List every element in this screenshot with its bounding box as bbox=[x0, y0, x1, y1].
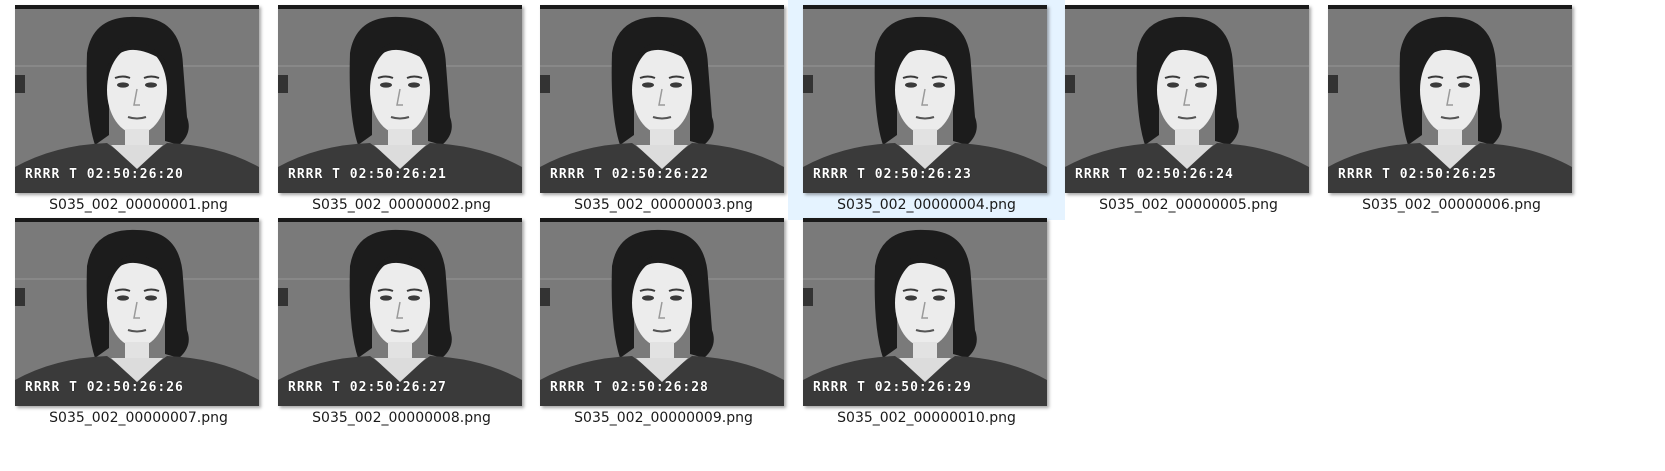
portrait-image bbox=[803, 218, 1047, 406]
timecode-overlay: RRRR T 02:50:26:25 bbox=[1338, 167, 1497, 182]
file-item[interactable]: RRRR T 02:50:26:28 S035_002_00000009.png bbox=[525, 213, 802, 433]
portrait-image bbox=[278, 5, 522, 193]
file-item[interactable]: RRRR T 02:50:26:27 S035_002_00000008.png bbox=[263, 213, 540, 433]
image-thumbnail: RRRR T 02:50:26:29 bbox=[803, 218, 1047, 406]
timecode-overlay: RRRR T 02:50:26:23 bbox=[813, 167, 972, 182]
portrait-image bbox=[540, 218, 784, 406]
file-item[interactable]: RRRR T 02:50:26:21 S035_002_00000002.png bbox=[263, 0, 540, 220]
timecode-overlay: RRRR T 02:50:26:21 bbox=[288, 167, 447, 182]
file-name-label: S035_002_00000002.png bbox=[312, 197, 491, 213]
timecode-overlay: RRRR T 02:50:26:28 bbox=[550, 380, 709, 395]
image-thumbnail: RRRR T 02:50:26:26 bbox=[15, 218, 259, 406]
timecode-overlay: RRRR T 02:50:26:26 bbox=[25, 380, 184, 395]
file-name-label: S035_002_00000005.png bbox=[1099, 197, 1278, 213]
file-name-label: S035_002_00000001.png bbox=[49, 197, 228, 213]
file-name-label: S035_002_00000003.png bbox=[574, 197, 753, 213]
file-item[interactable]: RRRR T 02:50:26:29 S035_002_00000010.png bbox=[788, 213, 1065, 433]
file-item-selected[interactable]: RRRR T 02:50:26:23 S035_002_00000004.png bbox=[788, 0, 1065, 220]
timecode-overlay: RRRR T 02:50:26:22 bbox=[550, 167, 709, 182]
file-name-label: S035_002_00000009.png bbox=[574, 410, 753, 426]
image-thumbnail: RRRR T 02:50:26:25 bbox=[1328, 5, 1572, 193]
file-item[interactable]: RRRR T 02:50:26:20 S035_002_00000001.png bbox=[0, 0, 277, 220]
portrait-image bbox=[278, 218, 522, 406]
file-item[interactable]: RRRR T 02:50:26:25 S035_002_00000006.png bbox=[1313, 0, 1590, 220]
timecode-overlay: RRRR T 02:50:26:29 bbox=[813, 380, 972, 395]
file-name-label: S035_002_00000007.png bbox=[49, 410, 228, 426]
image-thumbnail: RRRR T 02:50:26:21 bbox=[278, 5, 522, 193]
image-thumbnail: RRRR T 02:50:26:28 bbox=[540, 218, 784, 406]
file-item[interactable]: RRRR T 02:50:26:26 S035_002_00000007.png bbox=[0, 213, 277, 433]
file-item[interactable]: RRRR T 02:50:26:24 S035_002_00000005.png bbox=[1050, 0, 1327, 220]
file-item[interactable]: RRRR T 02:50:26:22 S035_002_00000003.png bbox=[525, 0, 802, 220]
image-thumbnail: RRRR T 02:50:26:22 bbox=[540, 5, 784, 193]
image-thumbnail: RRRR T 02:50:26:24 bbox=[1065, 5, 1309, 193]
portrait-image bbox=[15, 5, 259, 193]
timecode-overlay: RRRR T 02:50:26:24 bbox=[1075, 167, 1234, 182]
portrait-image bbox=[15, 218, 259, 406]
timecode-overlay: RRRR T 02:50:26:20 bbox=[25, 167, 184, 182]
file-name-label: S035_002_00000010.png bbox=[837, 410, 1016, 426]
file-name-label: S035_002_00000006.png bbox=[1362, 197, 1541, 213]
timecode-overlay: RRRR T 02:50:26:27 bbox=[288, 380, 447, 395]
portrait-image bbox=[803, 5, 1047, 193]
image-thumbnail: RRRR T 02:50:26:27 bbox=[278, 218, 522, 406]
file-name-label: S035_002_00000004.png bbox=[837, 197, 1016, 213]
portrait-image bbox=[540, 5, 784, 193]
file-name-label: S035_002_00000008.png bbox=[312, 410, 491, 426]
portrait-image bbox=[1065, 5, 1309, 193]
image-thumbnail: RRRR T 02:50:26:20 bbox=[15, 5, 259, 193]
image-thumbnail: RRRR T 02:50:26:23 bbox=[803, 5, 1047, 193]
portrait-image bbox=[1328, 5, 1572, 193]
